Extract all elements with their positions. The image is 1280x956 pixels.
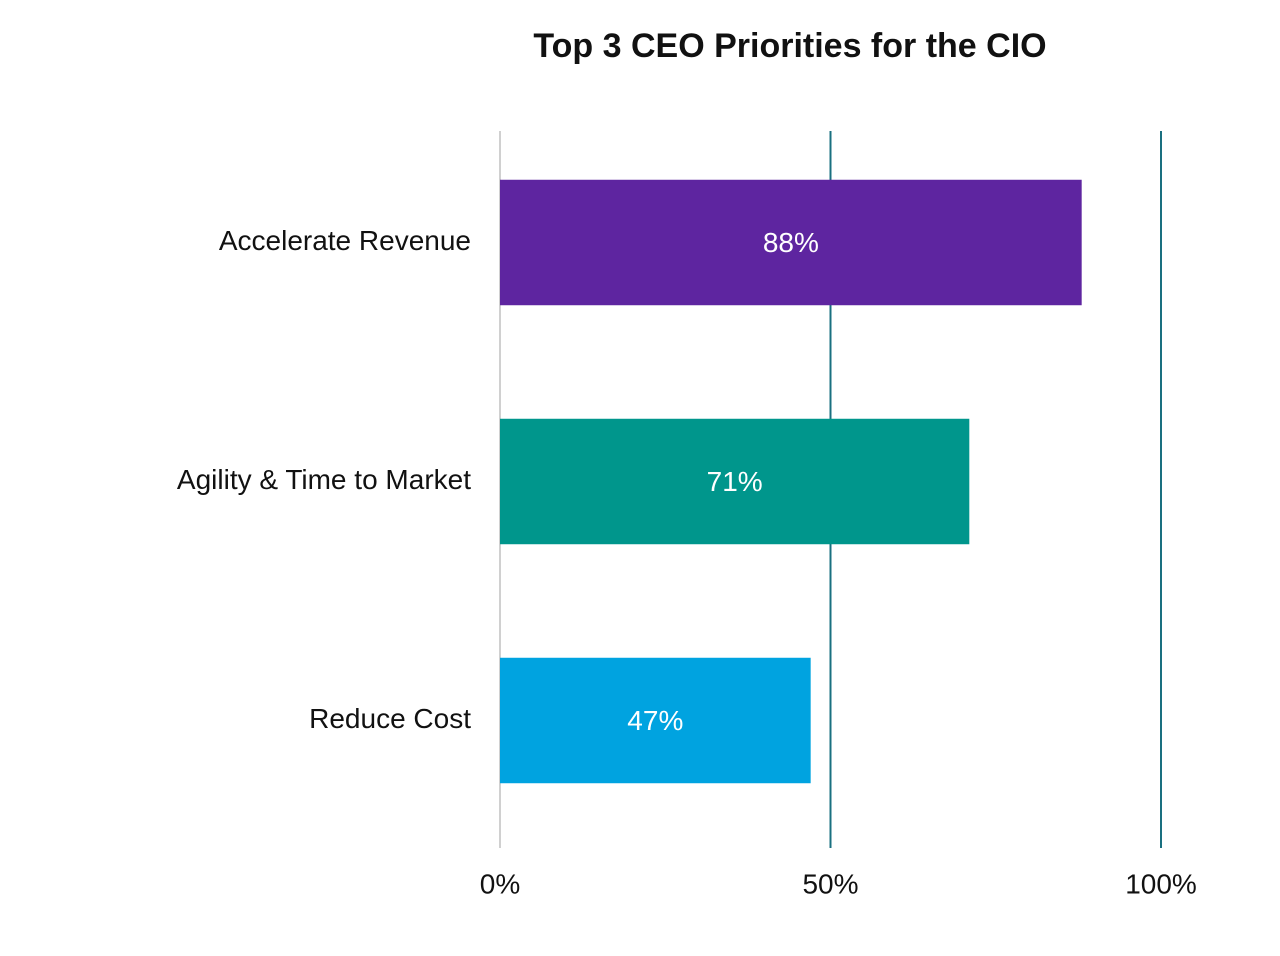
bar [500, 418, 970, 545]
y-tick-label: Reduce Cost [309, 703, 471, 734]
bar [500, 179, 1082, 306]
x-tick-label: 100% [1125, 868, 1197, 899]
value-label: 88% [763, 227, 819, 258]
value-label: 71% [707, 466, 763, 497]
x-tick-label: 50% [802, 868, 858, 899]
bar [500, 657, 811, 784]
chart-title: Top 3 CEO Priorities for the CIO [533, 27, 1046, 65]
x-tick-label: 0% [480, 868, 520, 899]
y-tick-label: Accelerate Revenue [219, 225, 471, 256]
y-tick-label: Agility & Time to Market [177, 464, 471, 495]
value-label: 47% [627, 705, 683, 736]
